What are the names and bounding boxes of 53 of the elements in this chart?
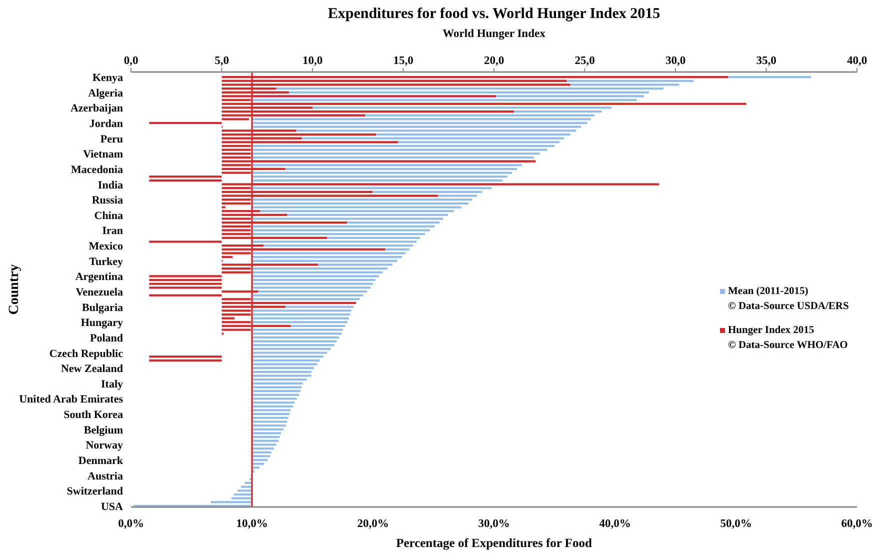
x2-tick-label: 5,0 [214,55,230,67]
y-tick-label: South Korea [64,409,124,422]
x2-axis-title: World Hunger Index [442,28,546,40]
y-tick-label: Denmark [78,454,124,467]
y-tick-label: Czech Republic [49,348,124,360]
x-tick-label: 30,0% [478,518,510,530]
y-tick-label: Italy [101,378,124,390]
x-tick-label: 10,0% [236,518,268,530]
y-tick-label: United Arab Emirates [19,394,124,406]
y-tick-label: India [98,179,124,192]
x-axis-title: Percentage of Expenditures for Food [396,536,592,550]
y-axis-title: Country [7,264,22,315]
y-tick-label: Kenya [92,72,124,84]
y-tick-label: Switzerland [66,486,123,498]
x2-tick-label: 15,0 [393,55,414,67]
y-tick-label: Norway [86,440,124,452]
y-tick-label: China [94,210,124,222]
annotation: © Data-Source USDA/ERS [728,301,849,312]
x2-tick-label: 20,0 [484,55,504,67]
x2-tick-label: 35,0 [756,55,777,67]
chart-title: Expenditures for food vs. World Hunger Index 2015 [328,6,660,22]
y-tick-label: Belgium [84,424,123,436]
y-tick-label: Peru [100,133,123,146]
y-tick-label: Mexico [88,240,124,253]
y-tick-label: Bulgaria [82,302,124,314]
x2-tick-label: 10,0 [302,55,323,67]
y-tick-label: Argentina [75,271,124,284]
x2-tick-label: 0,0 [124,55,138,67]
y-tick-label: Algeria [88,87,124,100]
annotation: © Data-Source WHO/FAO [728,340,848,351]
x-tick-label: 0,0% [118,518,144,530]
legend-label: Mean (2011-2015) [728,286,809,297]
y-tick-label: Iran [102,225,123,238]
x2-tick-label: 30,0 [665,55,686,67]
legend-label: Hunger Index 2015 [728,325,814,336]
x-tick-label: 40,0% [599,518,631,530]
y-tick-label: Russia [92,194,124,207]
y-tick-label: Azerbaijan [70,102,123,115]
y-tick-label: Turkey [89,256,124,268]
x-tick-label: 20,0% [357,518,389,530]
y-tick-label: Vietnam [83,148,123,161]
x-tick-label: 60,0% [841,518,873,530]
y-tick-label: USA [100,500,124,513]
y-tick-label: Jordan [89,118,123,130]
y-tick-label: Hungary [80,317,124,330]
y-tick-label: Austria [88,470,124,482]
y-tick-label: Macedonia [71,164,124,176]
y-tick-label: New Zealand [60,363,123,376]
y-tick-label: Venezuela [76,286,124,298]
y-tick-label: Poland [90,332,123,344]
x2-tick-label: 40,0 [846,55,868,67]
x2-tick-label: 25,0 [574,55,596,67]
x-tick-label: 50,0% [720,518,752,530]
